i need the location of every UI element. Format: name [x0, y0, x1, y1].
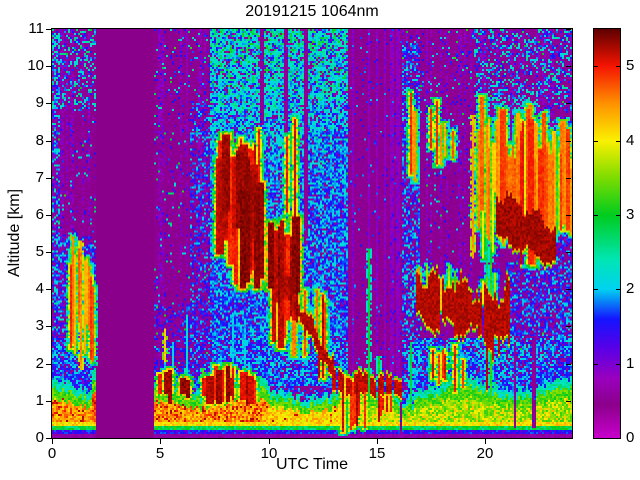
y-tick-mark-right: [566, 438, 571, 439]
colorbar-tick-mark: [594, 215, 598, 216]
colorbar-tick-label: 2: [626, 280, 635, 297]
y-tick-label: 4: [35, 280, 44, 297]
colorbar-tick-label: 3: [626, 206, 635, 223]
colorbar: [593, 28, 621, 439]
colorbar-tick-label: 5: [626, 57, 635, 74]
y-tick-mark: [46, 289, 51, 290]
colorbar-tick-mark: [616, 364, 620, 365]
x-tick-label: 0: [47, 445, 57, 462]
x-tick-label: 10: [260, 445, 278, 462]
y-tick-mark: [46, 401, 51, 402]
y-tick-label: 10: [27, 57, 44, 74]
y-tick-label: 2: [35, 355, 44, 372]
y-tick-label: 6: [35, 206, 44, 223]
y-tick-mark-right: [566, 289, 571, 290]
x-tick-mark: [269, 439, 270, 444]
x-tick-label: 5: [155, 445, 165, 462]
y-tick-label: 5: [35, 243, 44, 260]
x-tick-mark: [52, 439, 53, 444]
y-tick-mark: [46, 66, 51, 67]
colorbar-tick-mark: [594, 289, 598, 290]
chart-title: 20191215 1064nm: [245, 3, 379, 20]
y-tick-mark-right: [566, 66, 571, 67]
y-tick-label: 7: [35, 169, 44, 186]
y-tick-label: 8: [35, 132, 44, 149]
x-tick-label: 20: [476, 445, 494, 462]
colorbar-tick-mark: [616, 215, 620, 216]
y-tick-mark-right: [566, 252, 571, 253]
y-tick-label: 0: [35, 429, 44, 446]
y-tick-mark: [46, 141, 51, 142]
y-tick-mark: [46, 103, 51, 104]
x-tick-mark: [377, 439, 378, 444]
colorbar-tick-mark: [616, 141, 620, 142]
y-tick-mark: [46, 252, 51, 253]
y-tick-mark-right: [566, 178, 571, 179]
y-tick-mark: [46, 178, 51, 179]
colorbar-tick-label: 4: [626, 132, 635, 149]
x-axis-label: UTC Time: [276, 456, 348, 473]
colorbar-tick-mark: [616, 66, 620, 67]
y-axis-label: Altitude [km]: [6, 188, 23, 278]
x-tick-mark: [485, 439, 486, 444]
y-tick-mark-right: [566, 103, 571, 104]
y-tick-mark: [46, 364, 51, 365]
y-tick-mark: [46, 215, 51, 216]
y-tick-label: 9: [35, 94, 44, 111]
y-tick-label: 11: [28, 20, 44, 37]
x-tick-mark: [160, 439, 161, 444]
colorbar-tick-mark: [594, 66, 598, 67]
y-tick-mark: [46, 438, 51, 439]
y-tick-mark-right: [566, 401, 571, 402]
y-tick-mark-right: [566, 326, 571, 327]
y-tick-mark-right: [566, 141, 571, 142]
heatmap-canvas: [52, 29, 572, 438]
y-tick-mark-right: [566, 215, 571, 216]
y-tick-mark: [46, 326, 51, 327]
colorbar-tick-mark: [616, 289, 620, 290]
y-tick-label: 3: [35, 317, 44, 334]
y-tick-label: 1: [35, 392, 44, 409]
y-tick-mark-right: [566, 364, 571, 365]
colorbar-tick-label: 1: [626, 355, 635, 372]
colorbar-tick-mark: [594, 141, 598, 142]
colorbar-tick-label: 0: [626, 429, 635, 446]
y-tick-mark: [46, 29, 51, 30]
y-tick-mark-right: [566, 29, 571, 30]
x-tick-label: 15: [368, 445, 386, 462]
colorbar-tick-mark: [594, 364, 598, 365]
